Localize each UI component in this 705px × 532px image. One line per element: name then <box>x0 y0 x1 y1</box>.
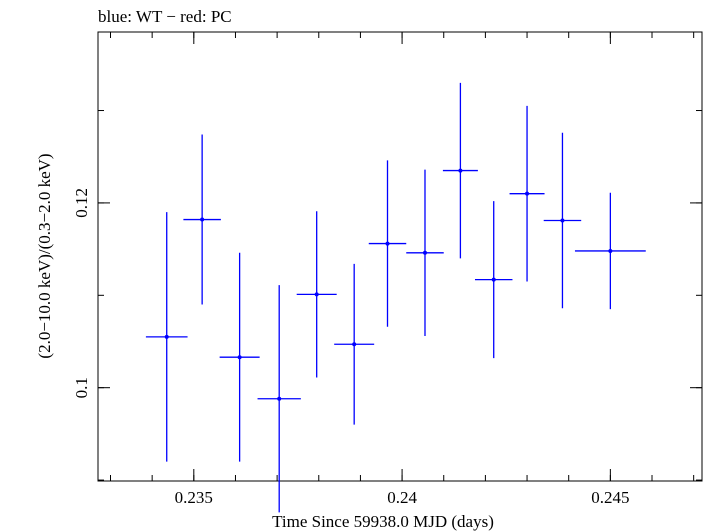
data-point <box>314 292 319 297</box>
axis-ticks <box>98 32 702 481</box>
data-point <box>525 191 530 196</box>
y-axis-label: (2.0−10.0 keV)/(0.3−2.0 keV) <box>35 153 54 358</box>
data-marks <box>145 82 646 513</box>
data-point <box>385 241 390 246</box>
plot-frame <box>97 31 703 482</box>
data-point <box>608 248 613 253</box>
data-point <box>237 355 242 360</box>
data-point <box>458 168 463 173</box>
data-point <box>560 218 565 223</box>
data-point <box>491 277 496 282</box>
data-point <box>352 342 357 347</box>
x-tick-label: 0.235 <box>175 488 213 507</box>
y-tick-label: 0.1 <box>72 377 91 398</box>
data-point <box>200 217 205 222</box>
x-tick-label: 0.24 <box>387 488 417 507</box>
data-point <box>277 396 282 401</box>
x-axis-label: Time Since 59938.0 MJD (days) <box>272 512 494 531</box>
chart-title: blue: WT − red: PC <box>98 7 232 26</box>
data-point <box>422 250 427 255</box>
x-tick-label: 0.245 <box>591 488 629 507</box>
y-tick-label: 0.12 <box>72 188 91 218</box>
data-point <box>164 334 169 339</box>
tick-labels: 0.235 0.24 0.245 0.1 0.12 <box>72 188 629 507</box>
